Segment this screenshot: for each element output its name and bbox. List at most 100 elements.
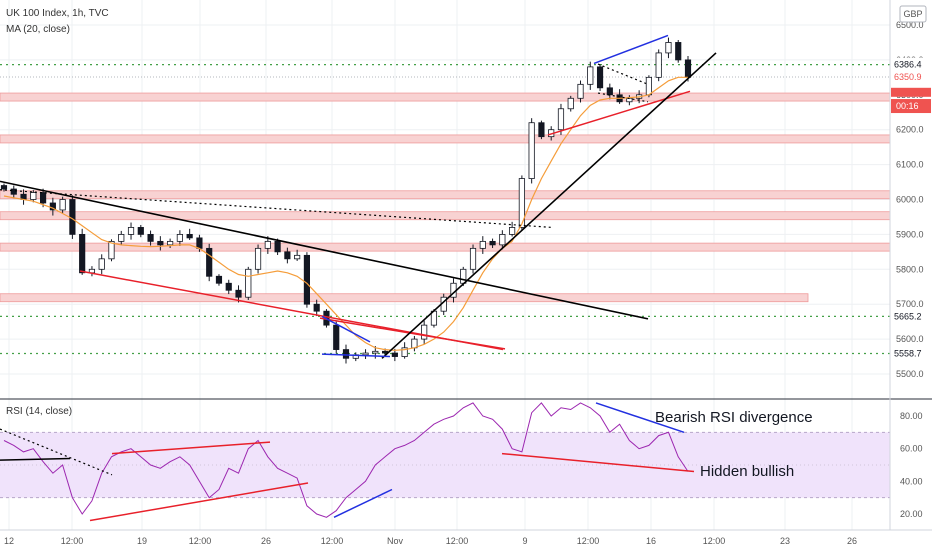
candle <box>587 61 594 90</box>
resistance-zone[interactable] <box>0 293 809 303</box>
candle <box>215 274 223 286</box>
trendline-dotted-long[interactable] <box>0 189 553 229</box>
trendline-blue-top[interactable] <box>593 34 669 65</box>
rsi-trendline-blue[interactable] <box>333 488 393 518</box>
candle <box>206 243 213 282</box>
candle <box>176 230 183 246</box>
rsi-axis[interactable]: 80.00 60.00 40.00 20.00 <box>900 411 923 519</box>
resistance-zone[interactable] <box>0 134 891 144</box>
rsi-trendline-black[interactable] <box>0 457 71 461</box>
rsi-trendline-hidden-bullish[interactable] <box>501 452 695 473</box>
candle <box>118 230 125 246</box>
trendline-black-descending[interactable] <box>0 180 649 320</box>
time-tick-label: 26 <box>847 536 857 546</box>
resistance-zone[interactable] <box>0 242 891 252</box>
candle-body <box>264 240 271 249</box>
rsi-trendline-red-upper[interactable] <box>111 441 271 455</box>
candle-body <box>596 66 604 89</box>
candle-body <box>108 240 115 260</box>
rsi-trendline-red-lower[interactable] <box>89 482 309 522</box>
trendline-black-ascending[interactable] <box>381 52 717 359</box>
moving-average-line <box>3 76 688 351</box>
price-tick-label: 5700.0 <box>896 299 924 309</box>
annotation-bearish-divergence: Bearish RSI divergence <box>655 409 813 426</box>
candle-body <box>362 352 369 356</box>
candle <box>225 279 232 295</box>
candle-body <box>509 227 516 235</box>
candle-body <box>59 199 66 211</box>
candle-body <box>235 289 242 298</box>
time-tick-label: 9 <box>522 536 527 546</box>
resistance-zone[interactable] <box>0 190 891 200</box>
candle-body <box>587 66 594 85</box>
candle-body <box>176 233 183 242</box>
candle-body <box>469 247 477 270</box>
candle-body <box>401 347 408 357</box>
trendline-dotted-short-lower[interactable] <box>597 92 649 103</box>
time-tick-label: Nov <box>387 536 404 546</box>
candle <box>245 266 252 301</box>
price-tags: 6386.4 6350.9 00:16 5665.2 5558.7 <box>891 57 931 361</box>
candle <box>518 175 525 231</box>
rsi-trendline-dotted[interactable] <box>0 428 113 476</box>
candle-body <box>665 42 672 54</box>
candlestick-series <box>0 37 692 364</box>
candle-body <box>655 52 662 78</box>
candle-body <box>479 240 486 249</box>
countdown-tag: 00:16 <box>896 101 919 111</box>
resistance-zone[interactable] <box>0 211 891 221</box>
time-tick-label: 26 <box>261 536 271 546</box>
time-axis[interactable]: 12 12:00 19 12:00 26 12:00 Nov 12:00 9 12:00 16 12:… <box>4 536 857 546</box>
price-tick-label: 6100.0 <box>896 160 924 170</box>
price-tag-mid-bg <box>891 309 931 324</box>
candle-body <box>460 268 467 284</box>
candle <box>596 64 604 91</box>
candle-body <box>577 83 584 99</box>
candle <box>167 238 174 249</box>
candle <box>303 252 311 308</box>
candle <box>391 348 398 362</box>
candle-body <box>30 192 37 200</box>
trendline-red-breakdown[interactable] <box>319 317 506 350</box>
candle-body <box>421 324 428 340</box>
candle <box>509 221 516 237</box>
candle <box>235 285 242 303</box>
candle <box>362 349 369 359</box>
trendlines[interactable] <box>0 34 717 359</box>
horizontal-levels[interactable] <box>0 64 890 355</box>
price-tag-last-bg <box>891 70 931 85</box>
candle-body <box>137 227 144 235</box>
trendline-dotted-short[interactable] <box>597 63 649 85</box>
candle <box>79 228 86 275</box>
candle <box>98 254 105 275</box>
ma-legend: MA (20, close) <box>6 24 70 35</box>
currency-badge[interactable] <box>899 5 927 23</box>
candle <box>186 228 193 240</box>
candle-body <box>98 258 105 270</box>
price-tick-label: 6500.0 <box>896 20 924 30</box>
candle-body <box>0 185 8 190</box>
price-tag-lower: 5558.7 <box>894 349 922 359</box>
candle-body <box>157 240 164 246</box>
candle <box>333 321 340 354</box>
trendline-blue-bottom[interactable] <box>321 353 391 358</box>
candle <box>577 80 584 103</box>
candle <box>401 342 408 359</box>
candle <box>0 183 8 192</box>
rsi-trendline-bearish[interactable] <box>595 402 685 434</box>
resistance-zone[interactable] <box>0 92 891 102</box>
candle <box>294 249 301 261</box>
time-tick-label: 12:00 <box>703 536 726 546</box>
trendline-blue-diag[interactable] <box>321 315 371 343</box>
candle-body <box>518 178 525 228</box>
time-tick-label: 12 <box>4 536 14 546</box>
rsi-tick-label: 60.00 <box>900 444 923 454</box>
resistance-zones[interactable] <box>0 92 891 303</box>
candle <box>665 37 672 59</box>
candle <box>254 244 262 274</box>
candle <box>274 238 281 255</box>
candle <box>127 222 135 240</box>
candle <box>30 190 37 203</box>
candle-body <box>49 202 56 211</box>
